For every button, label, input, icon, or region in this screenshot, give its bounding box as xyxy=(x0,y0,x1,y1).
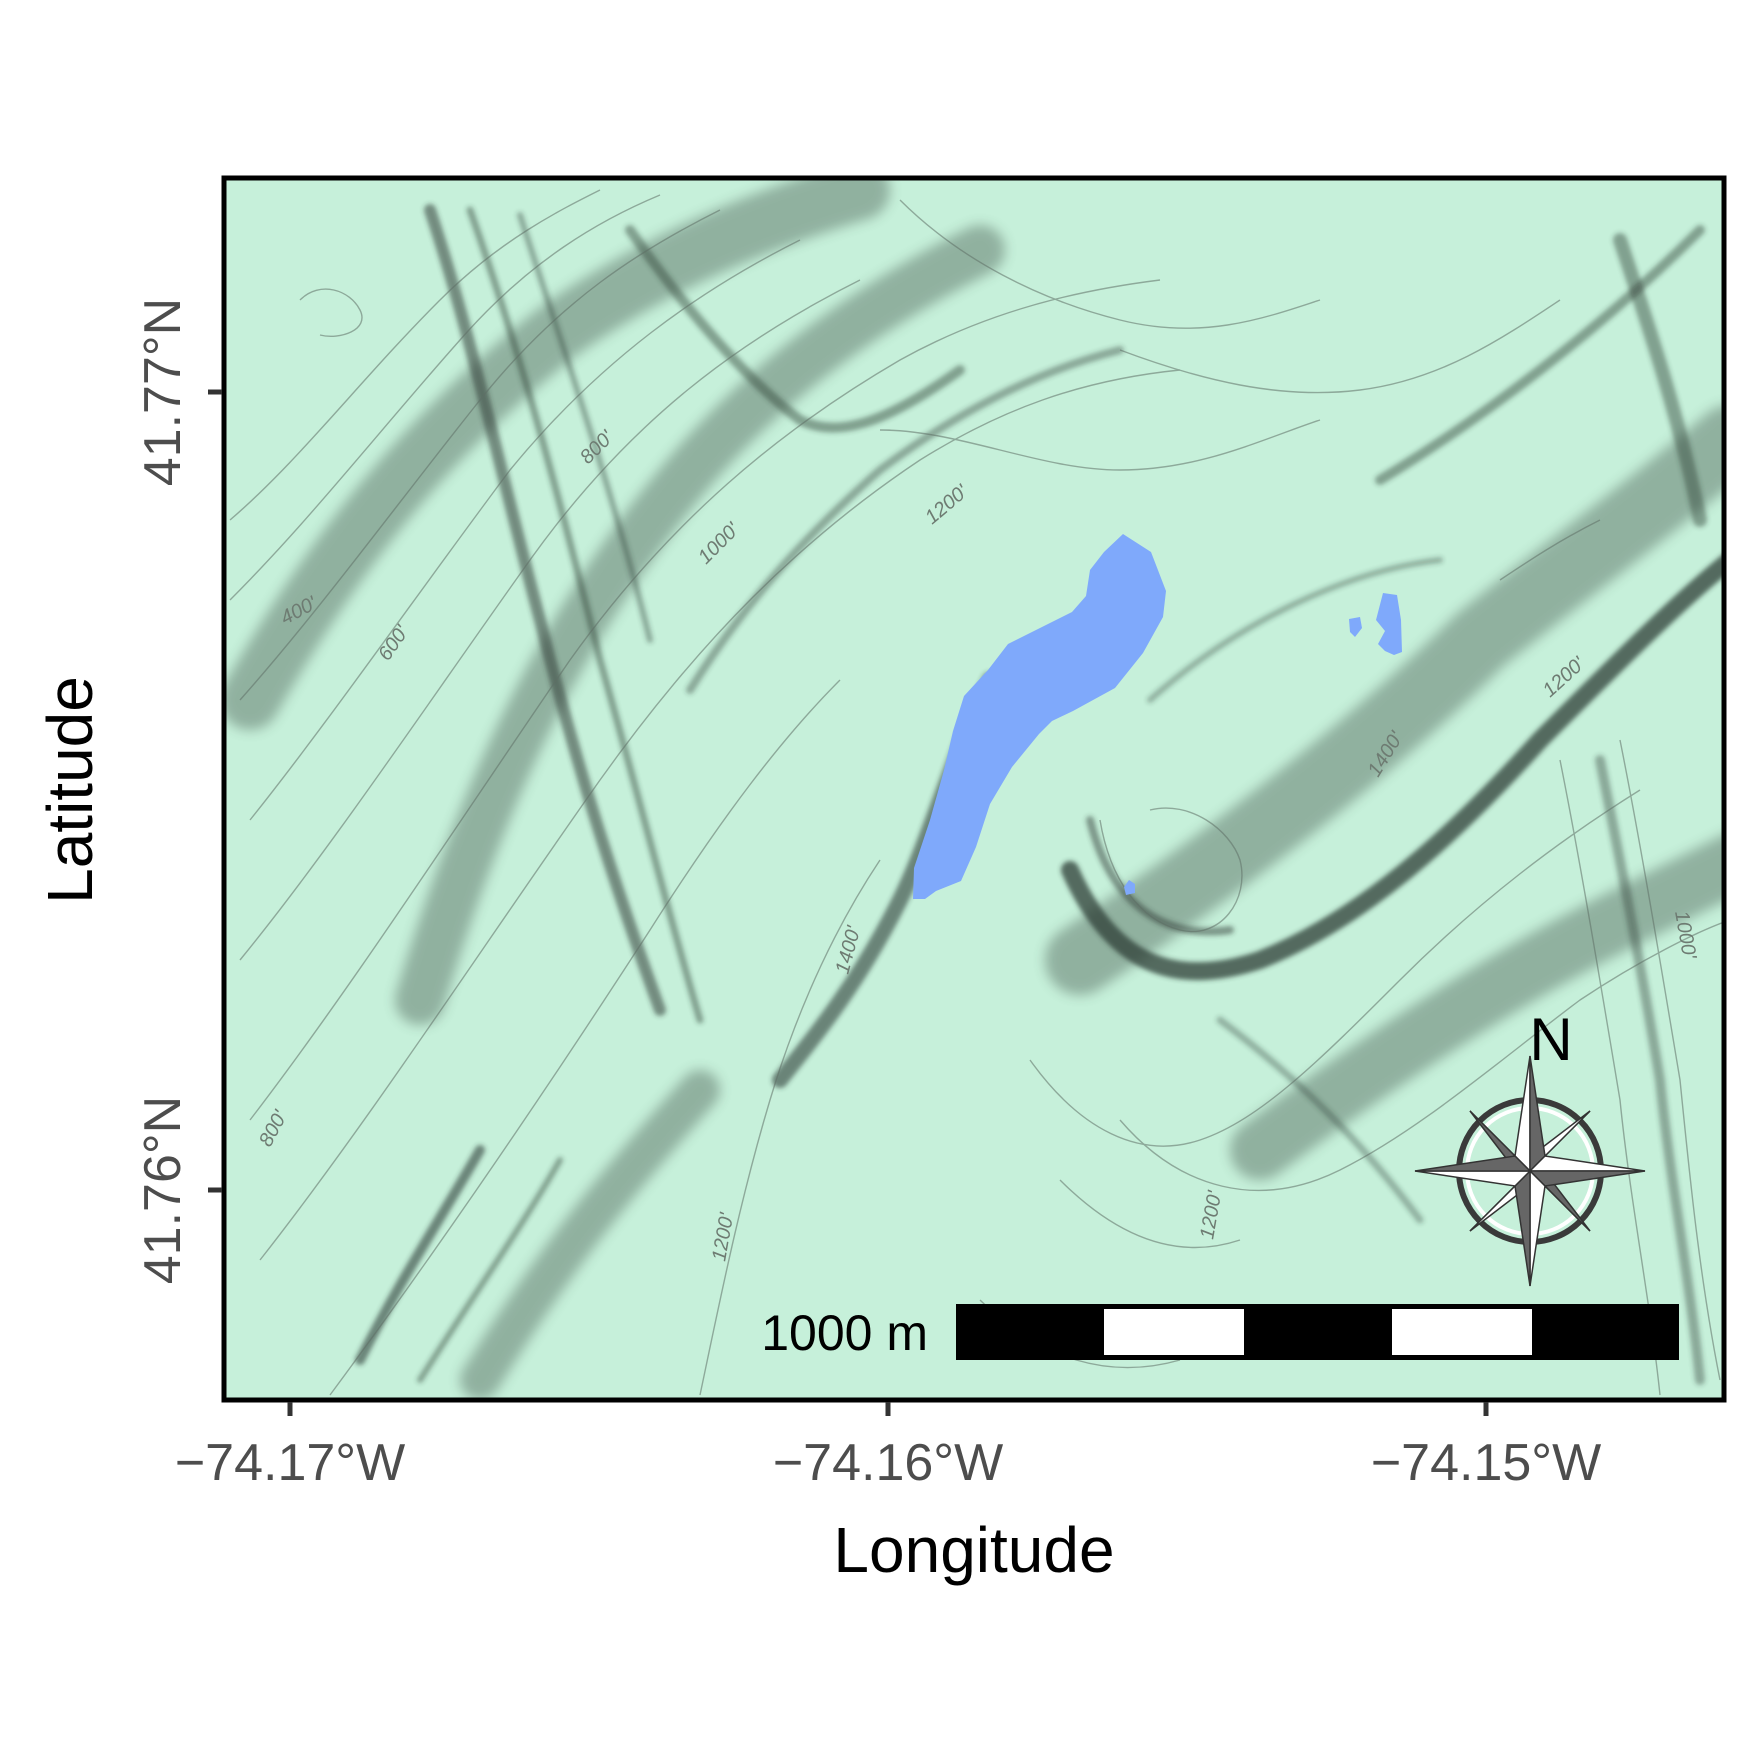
scale-bar xyxy=(956,1304,1679,1360)
x-tick-label: −74.15°W xyxy=(1371,1434,1601,1492)
scale-bar-segment xyxy=(1104,1309,1244,1355)
pond-east xyxy=(1376,593,1402,655)
y-tick-label: 41.77°N xyxy=(134,298,192,486)
scale-bar-label: 1000 m xyxy=(761,1305,928,1361)
pond-south xyxy=(1124,880,1135,895)
y-axis-title: Latitude xyxy=(34,676,106,904)
x-axis-title: Longitude xyxy=(833,1514,1114,1586)
contour-lines xyxy=(229,189,1724,1396)
scale-bar-segment xyxy=(1392,1309,1532,1355)
y-axis xyxy=(208,389,222,1193)
north-arrow-label: N xyxy=(1529,1006,1572,1073)
x-tick-label: −74.16°W xyxy=(773,1434,1003,1492)
scale-bar-segment xyxy=(956,1304,1679,1360)
x-tick-label: −74.17°W xyxy=(175,1434,405,1492)
lake-main xyxy=(913,534,1166,899)
x-axis xyxy=(287,1402,1489,1416)
water-bodies xyxy=(913,534,1402,899)
north-arrow xyxy=(1414,1055,1646,1287)
compass-star xyxy=(1414,1055,1646,1287)
map-panel: 400' 600' 800' 1000' 1200' 1400' 1200' 1… xyxy=(224,178,1724,1400)
map-frame xyxy=(221,175,1727,1403)
pond-east-small xyxy=(1349,617,1362,637)
y-tick-label: 41.76°N xyxy=(134,1096,192,1284)
